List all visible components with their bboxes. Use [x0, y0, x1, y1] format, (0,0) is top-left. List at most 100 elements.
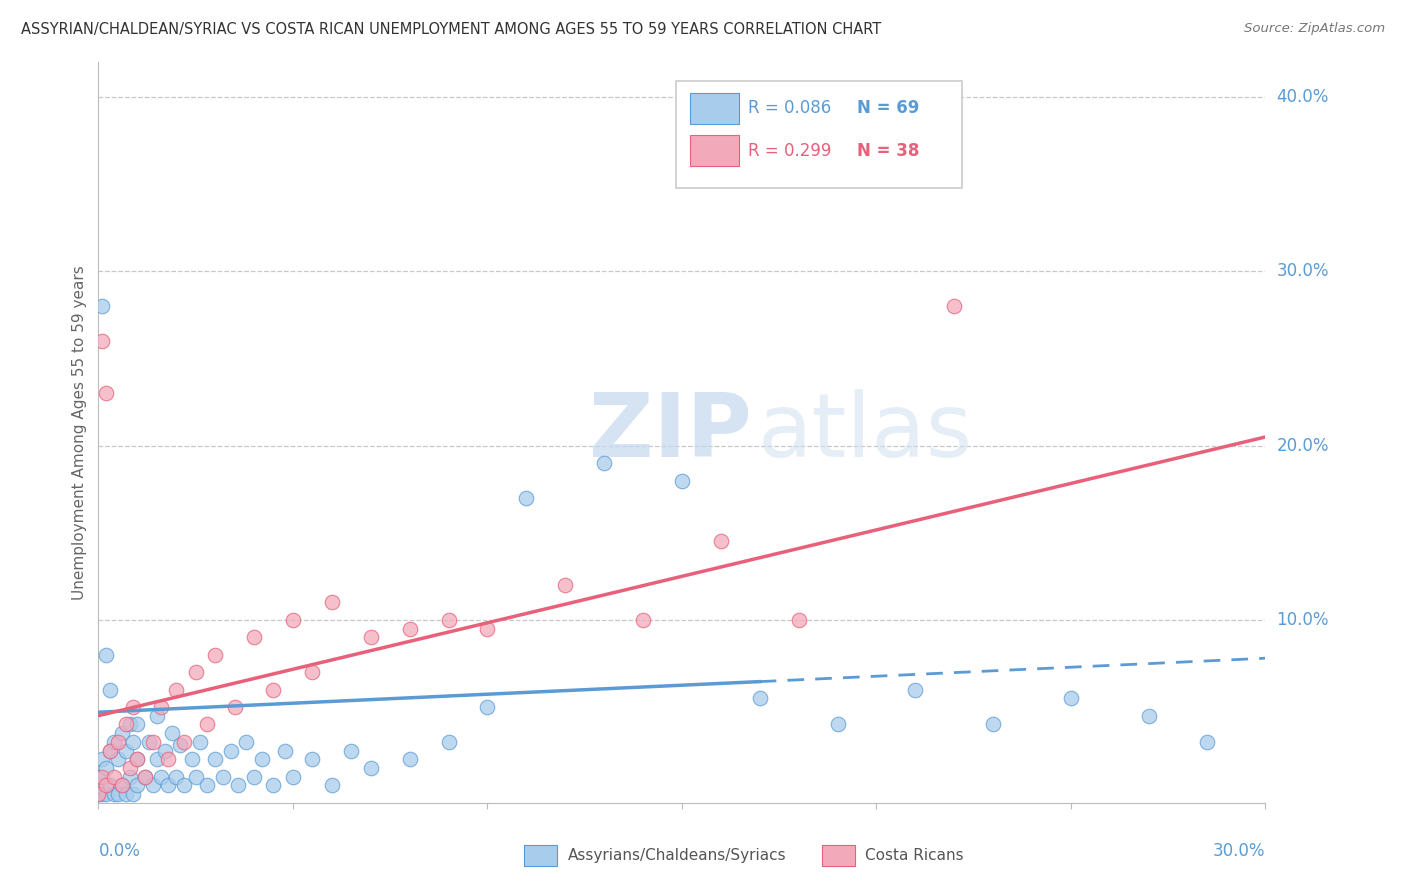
- Point: [437, 613, 460, 627]
- Point: [593, 456, 616, 470]
- Point: [107, 787, 129, 801]
- FancyBboxPatch shape: [690, 135, 740, 166]
- Point: [149, 700, 172, 714]
- Point: [103, 770, 125, 784]
- Point: [827, 717, 849, 731]
- Text: ASSYRIAN/CHALDEAN/SYRIAC VS COSTA RICAN UNEMPLOYMENT AMONG AGES 55 TO 59 YEARS C: ASSYRIAN/CHALDEAN/SYRIAC VS COSTA RICAN …: [21, 22, 882, 37]
- Point: [173, 778, 195, 792]
- Point: [162, 726, 184, 740]
- Point: [122, 735, 145, 749]
- Point: [631, 613, 654, 627]
- Text: R = 0.299: R = 0.299: [748, 142, 832, 160]
- Point: [169, 739, 191, 753]
- Point: [91, 299, 114, 313]
- Point: [122, 787, 145, 801]
- Point: [477, 622, 499, 636]
- Point: [142, 735, 165, 749]
- Point: [281, 613, 304, 627]
- FancyBboxPatch shape: [524, 845, 557, 866]
- Point: [235, 735, 257, 749]
- Point: [103, 735, 125, 749]
- Point: [184, 770, 207, 784]
- Point: [96, 761, 118, 775]
- Point: [1137, 708, 1160, 723]
- Text: 0.0%: 0.0%: [98, 842, 141, 860]
- Point: [87, 778, 110, 792]
- Text: N = 69: N = 69: [858, 99, 920, 118]
- Point: [107, 735, 129, 749]
- Point: [195, 778, 218, 792]
- Point: [111, 778, 134, 792]
- FancyBboxPatch shape: [690, 93, 740, 124]
- Point: [1195, 735, 1218, 749]
- Point: [321, 595, 343, 609]
- FancyBboxPatch shape: [823, 845, 855, 866]
- Point: [250, 752, 273, 766]
- Point: [114, 717, 136, 731]
- Point: [865, 169, 887, 183]
- Point: [787, 613, 810, 627]
- Text: N = 38: N = 38: [858, 142, 920, 160]
- Point: [274, 743, 297, 757]
- Point: [91, 787, 114, 801]
- Point: [204, 752, 226, 766]
- Point: [114, 787, 136, 801]
- Point: [91, 770, 114, 784]
- Point: [180, 752, 202, 766]
- Point: [91, 334, 114, 348]
- Point: [149, 770, 172, 784]
- Point: [127, 752, 149, 766]
- Point: [107, 752, 129, 766]
- Point: [98, 743, 121, 757]
- Point: [671, 474, 693, 488]
- Point: [111, 778, 134, 792]
- Point: [243, 630, 266, 644]
- Point: [118, 770, 141, 784]
- Text: 30.0%: 30.0%: [1213, 842, 1265, 860]
- Point: [243, 770, 266, 784]
- Point: [134, 770, 156, 784]
- Point: [96, 386, 118, 401]
- Point: [96, 648, 118, 662]
- Point: [165, 682, 187, 697]
- Point: [118, 717, 141, 731]
- Point: [87, 787, 110, 801]
- Point: [157, 778, 180, 792]
- Point: [360, 761, 382, 775]
- Point: [321, 778, 343, 792]
- Point: [184, 665, 207, 680]
- Point: [127, 717, 149, 731]
- Point: [157, 752, 180, 766]
- Point: [138, 735, 160, 749]
- Point: [87, 770, 110, 784]
- Point: [281, 770, 304, 784]
- Text: 40.0%: 40.0%: [1277, 88, 1329, 106]
- Text: 30.0%: 30.0%: [1277, 262, 1329, 280]
- Point: [360, 630, 382, 644]
- Point: [127, 778, 149, 792]
- Text: 20.0%: 20.0%: [1277, 437, 1329, 455]
- Point: [142, 778, 165, 792]
- Point: [398, 752, 420, 766]
- FancyBboxPatch shape: [676, 81, 962, 188]
- Text: ZIP: ZIP: [589, 389, 751, 476]
- Point: [98, 743, 121, 757]
- Point: [96, 778, 118, 792]
- Point: [111, 726, 134, 740]
- Point: [98, 682, 121, 697]
- Point: [146, 708, 169, 723]
- Point: [188, 735, 211, 749]
- Text: atlas: atlas: [758, 389, 973, 476]
- Point: [204, 648, 226, 662]
- Point: [515, 491, 537, 505]
- Point: [146, 752, 169, 766]
- Point: [554, 578, 576, 592]
- Text: Assyrians/Chaldeans/Syriacs: Assyrians/Chaldeans/Syriacs: [568, 848, 786, 863]
- Point: [710, 534, 733, 549]
- Point: [173, 735, 195, 749]
- Point: [262, 682, 284, 697]
- Point: [224, 700, 246, 714]
- Point: [91, 752, 114, 766]
- Point: [195, 717, 218, 731]
- Y-axis label: Unemployment Among Ages 55 to 59 years: Unemployment Among Ages 55 to 59 years: [72, 265, 87, 600]
